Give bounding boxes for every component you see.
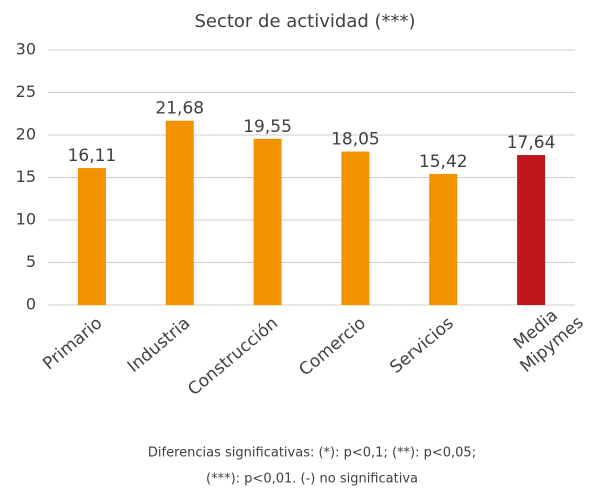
x-tick-label: Construcción — [184, 313, 282, 400]
value-label: 19,55 — [243, 117, 292, 137]
x-tick-label: Comercio — [295, 313, 369, 380]
bar — [165, 120, 194, 305]
value-label: 17,64 — [507, 133, 556, 153]
footnote: Diferencias significativas: (*): p<0,1; … — [148, 446, 476, 461]
x-tick-label: Primario — [39, 313, 106, 374]
y-tick-label: 0 — [26, 295, 36, 314]
value-label: 15,42 — [419, 152, 468, 172]
y-tick-label: 25 — [16, 82, 36, 101]
x-tick-label: Media Mipymes — [498, 296, 588, 381]
y-tick-label: 5 — [26, 252, 36, 271]
y-tick-label: 15 — [16, 167, 36, 186]
value-label: 18,05 — [331, 130, 380, 150]
bar — [429, 173, 458, 305]
bar — [517, 155, 546, 305]
value-label: 21,68 — [155, 99, 204, 119]
bar — [341, 151, 370, 305]
x-tick-label: Servicios — [386, 313, 457, 377]
bar — [77, 168, 106, 305]
footnote: (***): p<0,01. (-) no significativa — [206, 472, 418, 487]
y-tick-label: 30 — [16, 40, 36, 59]
x-tick-label: Industria — [124, 313, 194, 377]
y-tick-label: 10 — [16, 210, 36, 229]
value-label: 16,11 — [68, 146, 117, 166]
bar — [253, 138, 282, 305]
y-tick-label: 20 — [16, 125, 36, 144]
chart-title: Sector de actividad (***) — [194, 11, 415, 32]
